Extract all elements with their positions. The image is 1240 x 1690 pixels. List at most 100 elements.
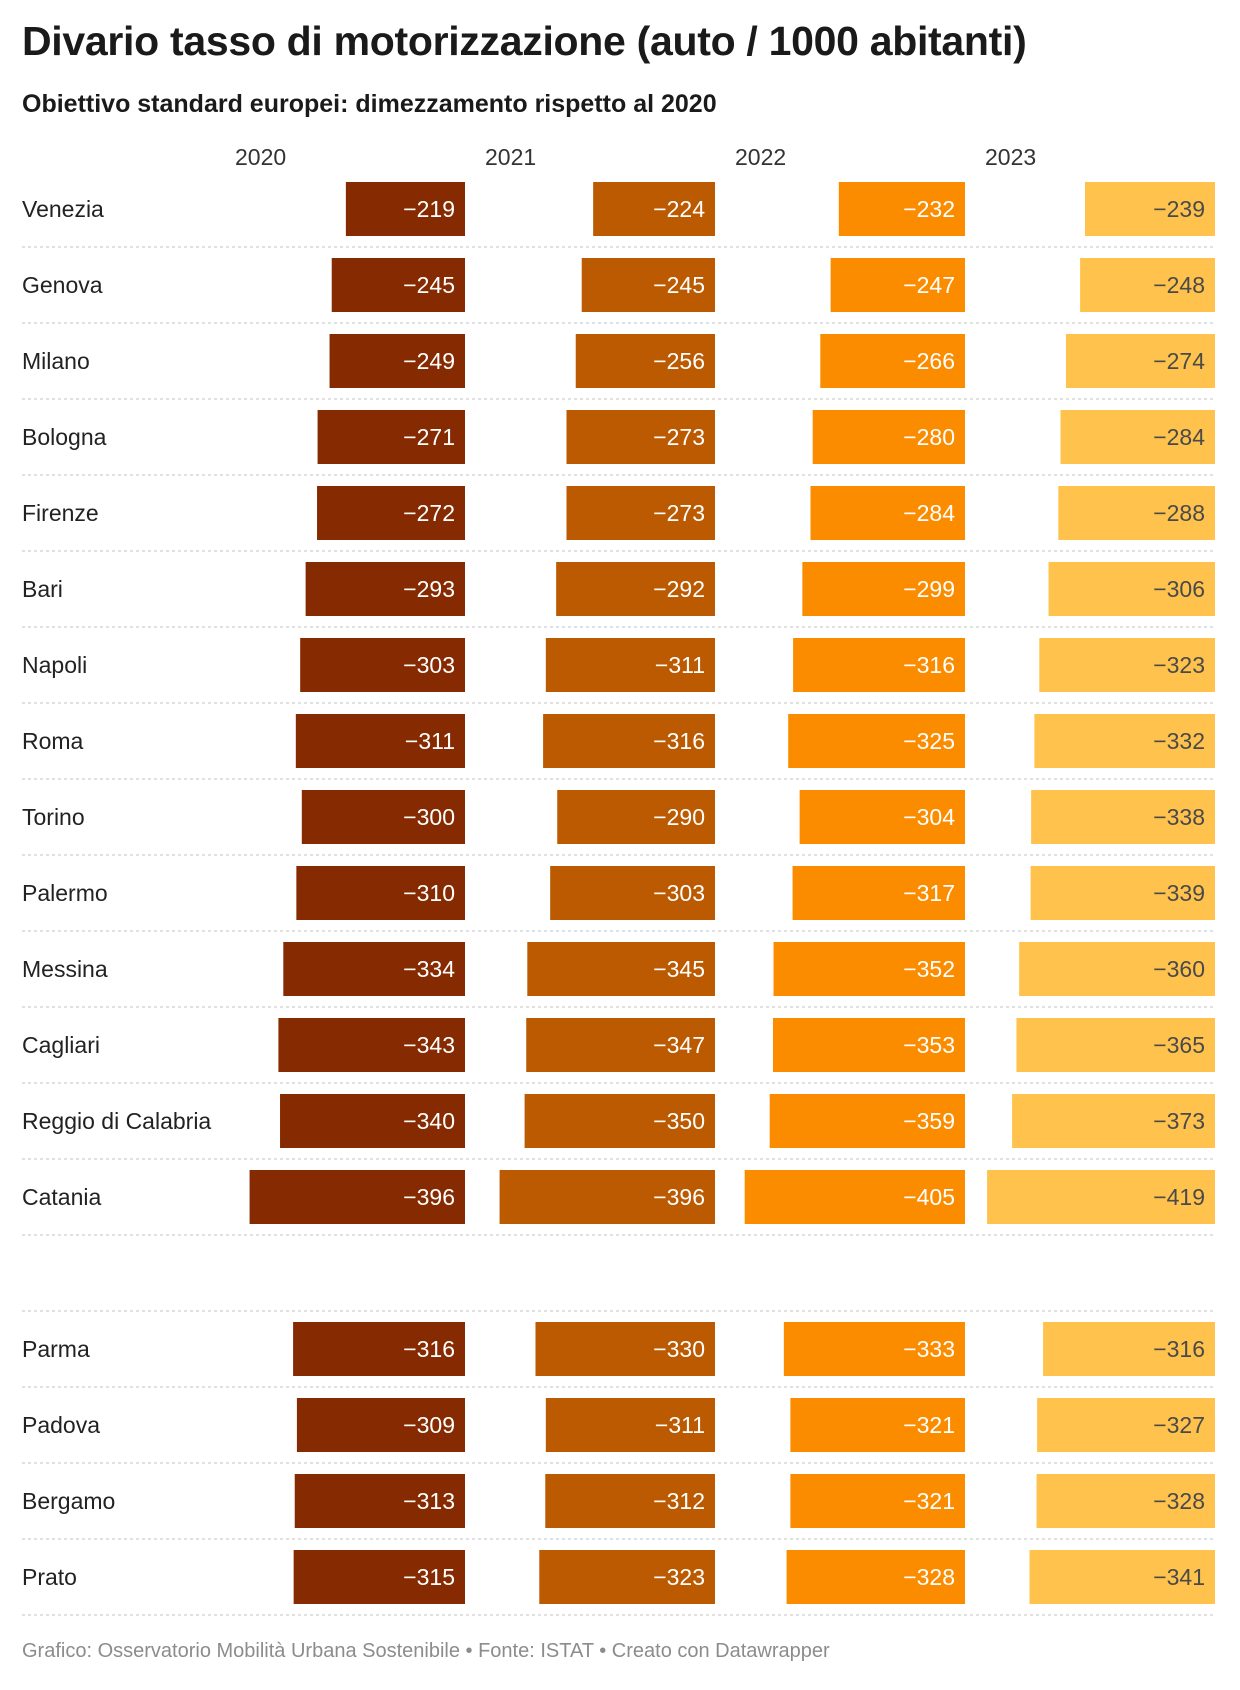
row-label-prato: Prato [22, 1564, 77, 1590]
bar-torino-2023 [1031, 790, 1215, 844]
bar-bari-2022 [802, 562, 965, 616]
bar-milano-2022 [820, 334, 965, 388]
chart-title: Divario tasso di motorizzazione (auto / … [22, 18, 1027, 64]
panel-header-2020: 2020 [235, 144, 286, 170]
data-label-cagliari-2021: −347 [653, 1032, 705, 1058]
data-label-messina-2021: −345 [653, 956, 705, 982]
data-label-torino-2020: −300 [403, 804, 455, 830]
footer-credits: Grafico: Osservatorio Mobilità Urbana So… [22, 1640, 830, 1662]
panel-header-2023: 2023 [985, 144, 1036, 170]
bar-parma-2022 [783, 1322, 965, 1376]
data-label-prato-2023: −341 [1153, 1564, 1205, 1590]
bar-reggio-di-calabria-2022 [769, 1094, 965, 1148]
bar-padova-2021 [545, 1398, 715, 1452]
data-label-milano-2023: −274 [1153, 348, 1205, 374]
bar-venezia-2023 [1084, 182, 1215, 236]
bar-messina-2022 [773, 942, 965, 996]
data-label-padova-2023: −327 [1153, 1412, 1205, 1438]
bar-reggio-di-calabria-2021 [524, 1094, 715, 1148]
data-label-bari-2021: −292 [653, 576, 705, 602]
data-label-palermo-2020: −310 [403, 880, 455, 906]
bar-napoli-2020 [300, 638, 465, 692]
bar-genova-2023 [1080, 258, 1215, 312]
row-label-padova: Padova [22, 1412, 100, 1438]
bar-cagliari-2020 [278, 1018, 465, 1072]
chart-subtitle: Obiettivo standard europei: dimezzamento… [22, 90, 717, 118]
data-label-padova-2020: −309 [403, 1412, 455, 1438]
data-label-padova-2021: −311 [655, 1412, 705, 1438]
data-label-napoli-2021: −311 [655, 652, 705, 678]
bar-bologna-2023 [1060, 410, 1215, 464]
data-label-bologna-2020: −271 [403, 424, 455, 450]
data-label-messina-2022: −352 [903, 956, 955, 982]
bar-firenze-2020 [317, 486, 465, 540]
data-label-cagliari-2020: −343 [403, 1032, 455, 1058]
row-label-venezia: Venezia [22, 196, 104, 222]
row-label-cagliari: Cagliari [22, 1032, 100, 1058]
data-label-bologna-2022: −280 [903, 424, 955, 450]
bar-milano-2021 [575, 334, 715, 388]
bar-prato-2021 [539, 1550, 715, 1604]
data-label-bologna-2021: −273 [653, 424, 705, 450]
bar-genova-2022 [830, 258, 965, 312]
data-label-genova-2020: −245 [403, 272, 455, 298]
row-label-genova: Genova [22, 272, 103, 298]
row-label-reggio-di-calabria: Reggio di Calabria [22, 1108, 211, 1134]
bar-palermo-2020 [296, 866, 465, 920]
bar-padova-2020 [296, 1398, 465, 1452]
bar-roma-2021 [543, 714, 715, 768]
bar-bergamo-2021 [545, 1474, 715, 1528]
bar-firenze-2021 [566, 486, 715, 540]
row-label-napoli: Napoli [22, 652, 87, 678]
data-label-parma-2020: −316 [403, 1336, 455, 1362]
data-label-reggio-di-calabria-2022: −359 [903, 1108, 955, 1134]
data-label-roma-2022: −325 [903, 728, 955, 754]
data-label-palermo-2023: −339 [1153, 880, 1205, 906]
row-label-palermo: Palermo [22, 880, 108, 906]
data-label-torino-2023: −338 [1153, 804, 1205, 830]
data-label-cagliari-2023: −365 [1153, 1032, 1205, 1058]
data-label-reggio-di-calabria-2023: −373 [1153, 1108, 1205, 1134]
bar-palermo-2022 [792, 866, 965, 920]
bar-padova-2022 [790, 1398, 965, 1452]
bar-napoli-2022 [793, 638, 965, 692]
data-label-venezia-2020: −219 [403, 196, 455, 222]
data-label-genova-2022: −247 [903, 272, 955, 298]
data-label-cagliari-2022: −353 [903, 1032, 955, 1058]
bar-bergamo-2022 [790, 1474, 965, 1528]
bar-chart: 2020 2021 2022 2023 Venezia −219 −224 −232 −239 G… [22, 144, 1215, 1616]
data-label-firenze-2021: −273 [653, 500, 705, 526]
bar-torino-2020 [301, 790, 465, 844]
data-label-catania-2020: −396 [403, 1184, 455, 1210]
bar-bergamo-2023 [1036, 1474, 1215, 1528]
data-label-parma-2023: −316 [1153, 1336, 1205, 1362]
data-label-firenze-2020: −272 [403, 500, 455, 526]
data-label-bari-2023: −306 [1153, 576, 1205, 602]
bar-prato-2020 [293, 1550, 465, 1604]
data-label-messina-2020: −334 [403, 956, 455, 982]
bar-torino-2021 [557, 790, 715, 844]
data-label-roma-2020: −311 [405, 728, 455, 754]
data-label-reggio-di-calabria-2021: −350 [653, 1108, 705, 1134]
data-label-napoli-2023: −323 [1153, 652, 1205, 678]
bar-messina-2021 [527, 942, 715, 996]
bar-cagliari-2023 [1016, 1018, 1215, 1072]
data-label-milano-2021: −256 [653, 348, 705, 374]
bar-venezia-2022 [838, 182, 965, 236]
data-label-parma-2021: −330 [653, 1336, 705, 1362]
bar-bari-2023 [1048, 562, 1215, 616]
bar-reggio-di-calabria-2023 [1012, 1094, 1215, 1148]
data-label-palermo-2022: −317 [903, 880, 955, 906]
bar-roma-2022 [788, 714, 965, 768]
bar-palermo-2021 [550, 866, 715, 920]
data-label-catania-2022: −405 [903, 1184, 955, 1210]
data-label-torino-2021: −290 [653, 804, 705, 830]
bar-catania-2021 [499, 1170, 715, 1224]
bar-messina-2023 [1019, 942, 1215, 996]
panel-header-2022: 2022 [735, 144, 786, 170]
bar-bergamo-2020 [294, 1474, 465, 1528]
data-label-prato-2022: −328 [903, 1564, 955, 1590]
panel-header-2021: 2021 [485, 144, 536, 170]
data-label-milano-2020: −249 [403, 348, 455, 374]
row-label-messina: Messina [22, 956, 108, 982]
